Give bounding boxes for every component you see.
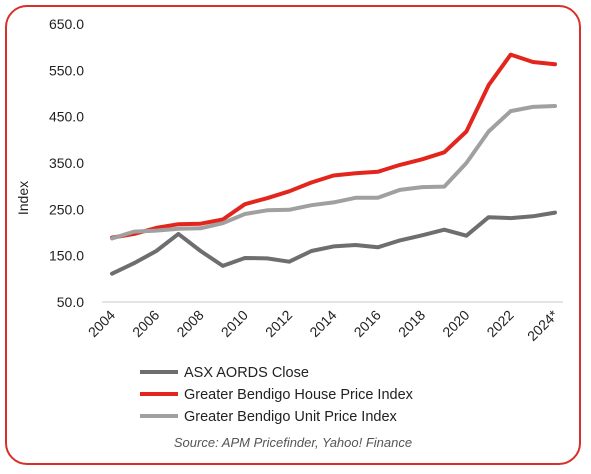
legend: ASX AORDS Close Greater Bendigo House Pri… [140, 365, 414, 425]
x-tick-label: 2016 [351, 307, 384, 340]
y-tick-label: 50.0 [57, 294, 84, 310]
x-tick-label: 2024* [524, 306, 562, 344]
x-tick-label: 2004 [85, 307, 118, 340]
x-tick-label: 2020 [439, 307, 472, 340]
chart-frame [5, 5, 581, 465]
source-note: Source: APM Pricefinder, Yahoo! Finance [174, 435, 412, 450]
x-tick-label: 2012 [262, 307, 295, 340]
y-axis-title: Index [15, 181, 31, 215]
series-line-1 [110, 210, 557, 276]
x-tick-label: 2010 [218, 307, 251, 340]
y-tick-label: 550.0 [49, 62, 84, 78]
y-tick-label: 450.0 [49, 109, 84, 125]
y-tick-label: 650.0 [49, 16, 84, 32]
x-tick-label: 2008 [173, 307, 206, 340]
legend-label: Greater Bendigo House Price Index [184, 387, 414, 403]
axes: 50.0 150.0 250.0 350.0 450.0 550.0 650.0 2004 20… [49, 16, 563, 344]
y-tick-label: 350.0 [49, 155, 84, 171]
x-tick-label: 2014 [306, 307, 339, 340]
legend-label: ASX AORDS Close [184, 365, 309, 381]
x-tick-label: 2022 [483, 307, 516, 340]
x-tick-label: 2006 [129, 307, 162, 340]
y-tick-label: 250.0 [49, 201, 84, 217]
x-tick-label: 2018 [395, 307, 428, 340]
series-line-2 [110, 52, 557, 240]
series-line-3 [110, 104, 557, 241]
series-lines [110, 52, 557, 276]
legend-label: Greater Bendigo Unit Price Index [184, 409, 398, 425]
y-tick-label: 150.0 [49, 248, 84, 264]
